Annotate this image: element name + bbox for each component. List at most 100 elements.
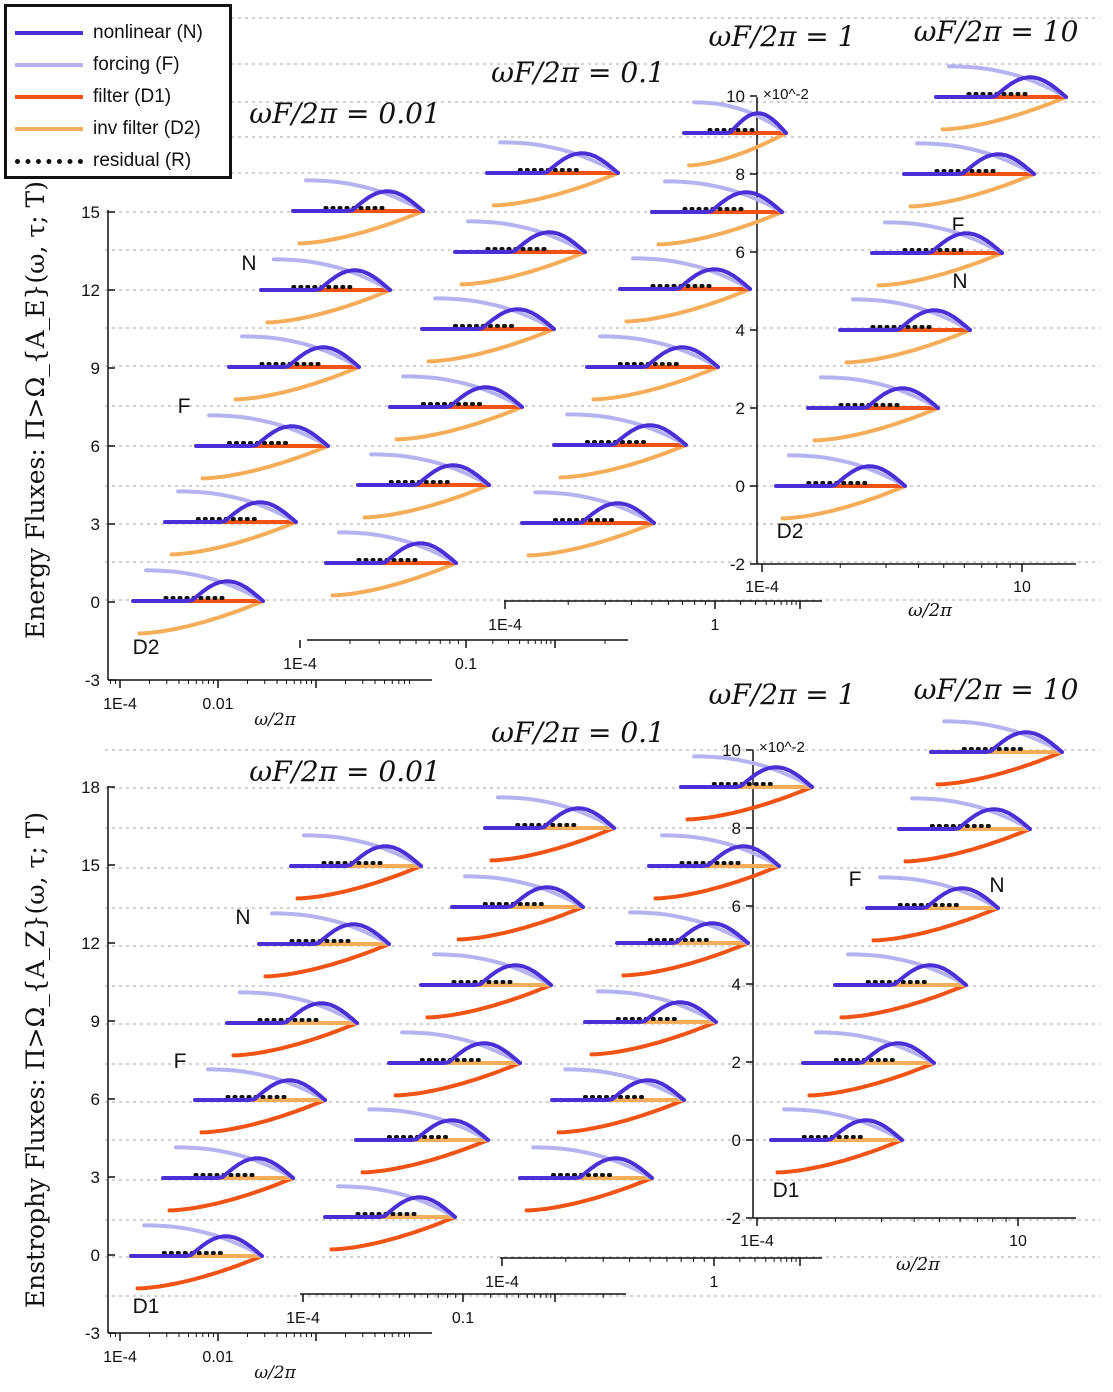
enstrophy-right-y-tick-label: 6 <box>732 897 741 916</box>
energy-bundle-16-nonlinear <box>650 190 784 214</box>
energy-bundle-16-inv-filter <box>656 210 784 247</box>
energy-bundle-7-forcing <box>369 452 491 487</box>
enstrophy-bundle-2-nonlinear <box>193 1078 327 1102</box>
enstrophy-bundle-5-nonlinear <box>289 844 423 868</box>
energy-bundle-9-inv-filter <box>426 327 556 364</box>
energy-bundle-16-forcing <box>663 179 784 214</box>
energy-bundle-6-forcing <box>337 530 458 565</box>
energy-offset-x-tick-label: 0.1 <box>455 656 477 673</box>
enstrophy-right-y-tick-label: 2 <box>732 1053 741 1072</box>
enstrophy-left-y-tick-label: 6 <box>91 1090 100 1109</box>
legend-label-nonlinear: nonlinear (N) <box>93 22 203 43</box>
energy-mid-x-tick-label: 1 <box>711 617 720 634</box>
energy-bundle-6-nonlinear <box>324 541 458 565</box>
energy-y-axis-label: Energy Fluxes: Π>Ω_{A_E}(ω, τ; T) <box>21 181 50 639</box>
energy-right-x-tick-label: 10 <box>1013 579 1031 596</box>
energy-annotation-F: F <box>178 395 191 418</box>
legend-label-forcing: forcing (F) <box>93 54 180 75</box>
enstrophy-annotation-D1: D1 <box>133 1295 160 1318</box>
enstrophy-left-y-tick-label: 18 <box>81 778 100 797</box>
enstrophy-bundle-0-filter <box>135 1254 264 1291</box>
enstrophy-bundle-20-filter <box>839 983 968 1020</box>
enstrophy-offset-x-tick-label: 0.1 <box>452 1310 474 1327</box>
legend-swatch-forcing <box>15 63 83 67</box>
enstrophy-bundle-2-filter <box>199 1098 327 1135</box>
energy-bundle-17-nonlinear <box>682 111 788 135</box>
energy-left-y-tick-label: 6 <box>91 437 100 456</box>
energy-bundle-15-forcing <box>631 256 752 291</box>
enstrophy-annotation-N: N <box>235 906 250 929</box>
energy-bundle-17-inv-filter <box>687 131 788 168</box>
energy-right-y-tick-label: 6 <box>736 243 745 262</box>
enstrophy-right-x-tick-label: 10 <box>1009 1233 1027 1250</box>
energy-bundle-4-inv-filter <box>265 288 392 325</box>
enstrophy-annotation-F: F <box>849 868 862 891</box>
enstrophy-right-x-label: ω/2π <box>896 1254 941 1275</box>
energy-bundle-15-inv-filter <box>624 287 752 324</box>
energy-right-x-tick-label: 1E-4 <box>745 579 779 596</box>
energy-bundle-23-forcing <box>947 64 1068 99</box>
energy-mid-x-tick-label: 1E-4 <box>488 617 522 634</box>
legend-item-inv-filter: inv filter (D2) <box>15 117 201 141</box>
energy-bundle-8-inv-filter <box>394 405 524 442</box>
enstrophy-bundle-1-forcing <box>174 1145 295 1180</box>
energy-bundle-0-forcing <box>144 568 265 603</box>
enstrophy-bundle-10-nonlinear <box>450 885 585 909</box>
energy-bundle-11-nonlinear <box>485 151 620 175</box>
energy-bundle-20-nonlinear <box>838 308 972 332</box>
enstrophy-left-y-tick-label: -3 <box>85 1324 100 1343</box>
energy-bundle-14-nonlinear <box>585 345 720 369</box>
energy-bundle-12-nonlinear <box>520 501 656 525</box>
enstrophy-bundle-2-forcing <box>206 1067 327 1102</box>
enstrophy-bundle-3-nonlinear <box>225 1001 359 1025</box>
enstrophy-bundle-8-forcing <box>400 1030 522 1065</box>
energy-forcing-label-3: ωF/2π = 10 <box>914 15 1079 48</box>
enstrophy-right-multiplier: ×10^-2 <box>759 739 805 756</box>
enstrophy-bundle-19-forcing <box>814 1030 936 1065</box>
enstrophy-bundle-7-forcing <box>367 1107 490 1142</box>
enstrophy-bundle-22-nonlinear <box>897 807 1032 831</box>
energy-forcing-label-1: ωF/2π = 0.1 <box>491 56 665 89</box>
enstrophy-bundle-3-filter <box>231 1021 359 1058</box>
energy-annotation-N: N <box>952 270 967 293</box>
energy-bundle-6-inv-filter <box>330 561 458 598</box>
energy-bundle-14-inv-filter <box>591 365 720 402</box>
energy-bundle-3-forcing <box>240 334 361 369</box>
enstrophy-bundle-19-nonlinear <box>801 1041 936 1065</box>
energy-bundle-8-nonlinear <box>388 385 524 409</box>
legend-label-filter: filter (D1) <box>93 86 172 107</box>
energy-left-y-tick-label: 0 <box>91 593 100 612</box>
energy-left-x-tick-label: 1E-4 <box>103 696 137 713</box>
enstrophy-left-y-tick-label: 3 <box>91 1168 100 1187</box>
legend-item-nonlinear: nonlinear (N) <box>15 21 203 45</box>
legend-item-filter: filter (D1) <box>15 85 171 109</box>
energy-bundle-3-nonlinear <box>227 345 361 369</box>
energy-bundle-7-inv-filter <box>362 483 491 520</box>
enstrophy-right-x-tick-label: 1E-4 <box>740 1233 774 1250</box>
energy-left-y-tick-label: 9 <box>91 359 100 378</box>
energy-bundle-0-nonlinear <box>131 579 265 603</box>
energy-forcing-label-2: ωF/2π = 1 <box>709 20 856 53</box>
enstrophy-bundle-16-filter <box>653 864 781 901</box>
energy-right-multiplier: ×10^-2 <box>763 86 809 103</box>
legend-swatch-residual <box>15 158 83 164</box>
enstrophy-bundle-4-nonlinear <box>257 922 391 946</box>
enstrophy-bundle-11-nonlinear <box>483 806 616 830</box>
enstrophy-bundle-9-forcing <box>432 952 553 987</box>
energy-bundle-11-inv-filter <box>491 171 620 208</box>
energy-bundle-20-forcing <box>851 297 972 332</box>
enstrophy-bundle-13-nonlinear <box>550 1078 686 1102</box>
enstrophy-bundle-8-filter <box>393 1061 522 1098</box>
energy-bundle-9-nonlinear <box>420 307 556 331</box>
energy-bundle-2-nonlinear <box>194 424 330 448</box>
energy-bundle-19-inv-filter <box>812 406 940 443</box>
enstrophy-bundle-6-nonlinear <box>323 1195 457 1219</box>
enstrophy-bundle-23-nonlinear <box>929 730 1064 754</box>
energy-bundle-21-nonlinear <box>870 231 1004 255</box>
energy-bundle-18-forcing <box>786 453 907 488</box>
energy-bundle-1-inv-filter <box>169 520 298 557</box>
energy-bundle-18-nonlinear <box>774 464 907 488</box>
energy-bundle-23-nonlinear <box>934 75 1068 99</box>
enstrophy-bundle-22-forcing <box>910 796 1032 831</box>
